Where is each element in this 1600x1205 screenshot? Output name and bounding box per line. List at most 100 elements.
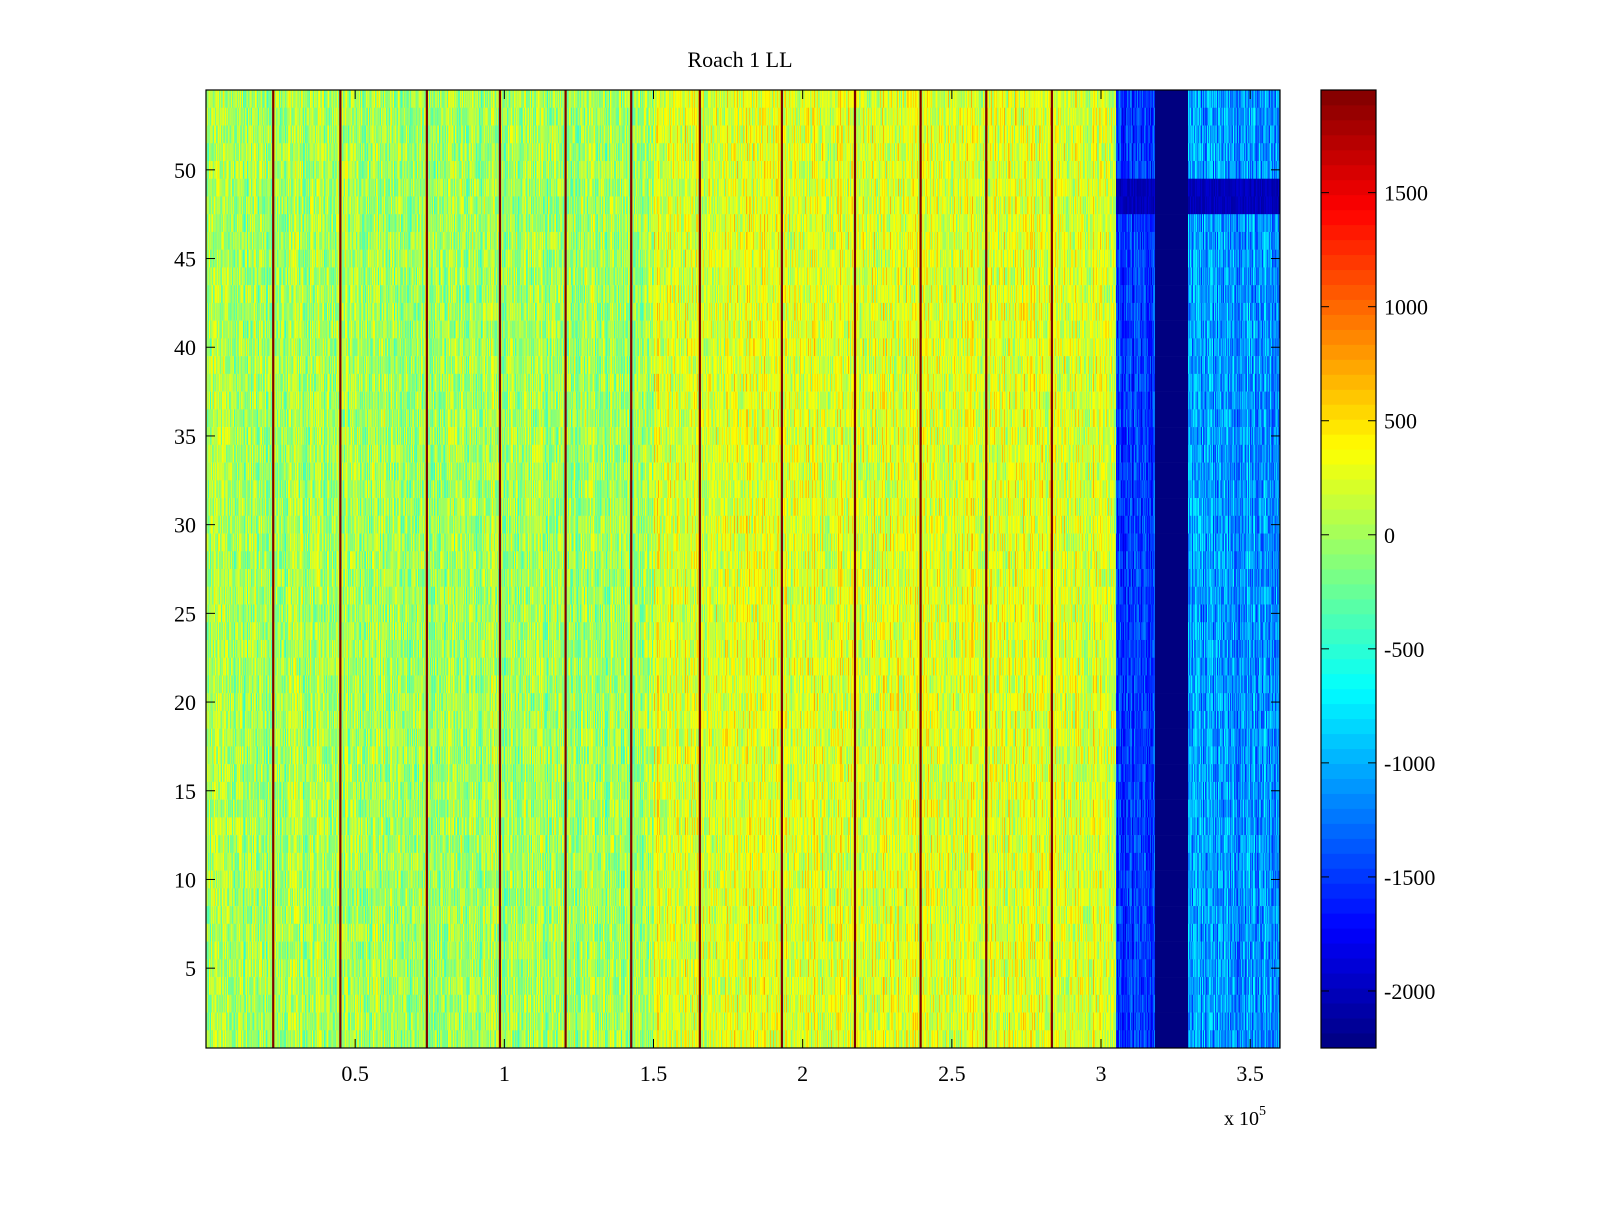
heatmap-cell	[219, 995, 220, 1013]
heatmap-cell	[231, 587, 232, 605]
heatmap-cell	[262, 480, 263, 498]
heatmap-cell	[211, 196, 212, 214]
heatmap-cell	[270, 817, 271, 835]
heatmap-cell	[231, 853, 232, 871]
heatmap-cell	[263, 303, 264, 321]
heatmap-cell	[240, 817, 241, 835]
heatmap-cell	[246, 214, 247, 232]
heatmap-cell	[266, 640, 267, 658]
heatmap-cell	[267, 374, 268, 392]
heatmap-cell	[224, 835, 225, 853]
heatmap-cell	[261, 1030, 262, 1048]
heatmap-cell	[261, 551, 262, 569]
heatmap-cell	[227, 906, 228, 924]
heatmap-cell	[214, 587, 215, 605]
heatmap-cell	[232, 516, 233, 534]
heatmap-cell	[256, 214, 257, 232]
heatmap-cell	[223, 196, 224, 214]
heatmap-cell	[271, 445, 272, 463]
heatmap-cell	[246, 108, 247, 126]
heatmap-cell	[253, 711, 254, 729]
heatmap-cell	[244, 143, 245, 161]
heatmap-cell	[229, 90, 230, 108]
heatmap-cell	[210, 143, 211, 161]
heatmap-cell	[240, 675, 241, 693]
heatmap-cell	[246, 693, 247, 711]
heatmap-cell	[257, 817, 258, 835]
heatmap-cell	[230, 338, 231, 356]
heatmap-cell	[269, 764, 270, 782]
heatmap-cell	[218, 179, 219, 197]
heatmap-cell	[265, 622, 266, 640]
heatmap-cell	[231, 498, 232, 516]
heatmap-cell	[245, 143, 246, 161]
heatmap-cell	[214, 675, 215, 693]
heatmap-cell	[268, 640, 269, 658]
heatmap-cell	[255, 569, 256, 587]
heatmap-cell	[226, 729, 227, 747]
heatmap-cell	[235, 906, 236, 924]
heatmap-cell	[271, 338, 272, 356]
heatmap-cell	[226, 409, 227, 427]
heatmap-cell	[261, 782, 262, 800]
heatmap-cell	[225, 729, 226, 747]
heatmap-cell	[214, 409, 215, 427]
heatmap-cell	[207, 90, 208, 108]
heatmap-cell	[210, 977, 211, 995]
heatmap-cell	[271, 480, 272, 498]
heatmap-cell	[238, 817, 239, 835]
heatmap-cell	[244, 338, 245, 356]
heatmap-cell	[208, 356, 209, 374]
heatmap-cell	[216, 640, 217, 658]
heatmap-cell	[241, 143, 242, 161]
heatmap-cell	[250, 338, 251, 356]
heatmap-cell	[209, 746, 210, 764]
heatmap-cell	[244, 1030, 245, 1048]
heatmap-cell	[255, 853, 256, 871]
heatmap-cell	[260, 906, 261, 924]
heatmap-cell	[234, 374, 235, 392]
heatmap-cell	[252, 675, 253, 693]
heatmap-cell	[268, 125, 269, 143]
heatmap-cell	[259, 711, 260, 729]
heatmap-cell	[246, 356, 247, 374]
heatmap-cell	[222, 764, 223, 782]
heatmap-cell	[220, 764, 221, 782]
heatmap-cell	[227, 1030, 228, 1048]
heatmap-cell	[259, 906, 260, 924]
heatmap-cell	[207, 622, 208, 640]
heatmap-cell	[234, 534, 235, 552]
heatmap-cell	[269, 995, 270, 1013]
heatmap-cell	[270, 427, 271, 445]
heatmap-cell	[270, 374, 271, 392]
heatmap-cell	[223, 977, 224, 995]
heatmap-cell	[244, 463, 245, 481]
heatmap-cell	[228, 427, 229, 445]
heatmap-cell	[263, 959, 264, 977]
heatmap-cell	[245, 835, 246, 853]
heatmap-cell	[232, 356, 233, 374]
heatmap-cell	[208, 622, 209, 640]
heatmap-cell	[217, 392, 218, 410]
heatmap-cell	[208, 711, 209, 729]
heatmap-cell	[259, 214, 260, 232]
heatmap-cell	[246, 196, 247, 214]
heatmap-cell	[250, 888, 251, 906]
heatmap-cell	[229, 853, 230, 871]
heatmap-cell	[264, 942, 265, 960]
heatmap-cell	[269, 569, 270, 587]
heatmap-cell	[249, 622, 250, 640]
heatmap-cell	[258, 888, 259, 906]
heatmap-cell	[256, 338, 257, 356]
heatmap-cell	[239, 604, 240, 622]
heatmap-cell	[268, 711, 269, 729]
heatmap-cell	[247, 640, 248, 658]
heatmap-cell	[259, 427, 260, 445]
heatmap-cell	[210, 463, 211, 481]
heatmap-cell	[266, 764, 267, 782]
heatmap-cell	[266, 693, 267, 711]
heatmap-cell	[261, 977, 262, 995]
heatmap-cell	[223, 640, 224, 658]
heatmap-cell	[275, 569, 276, 587]
heatmap-cell	[213, 480, 214, 498]
